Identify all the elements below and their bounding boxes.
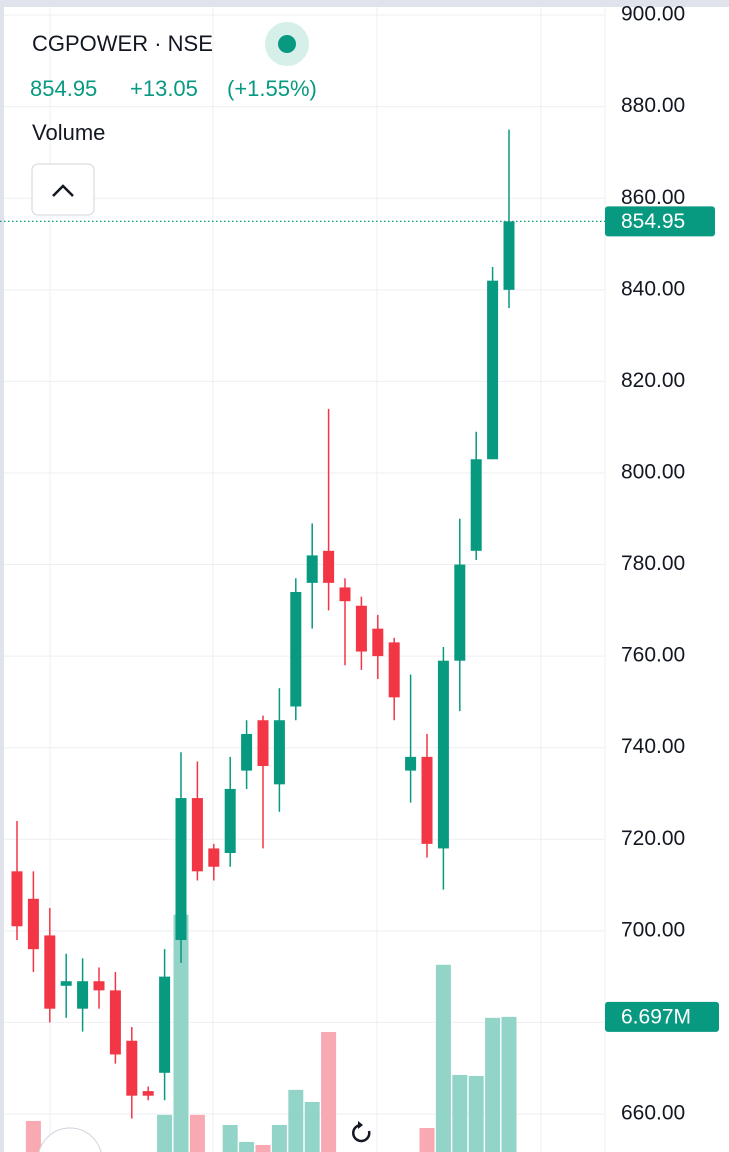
candle-layer	[11, 129, 515, 1119]
volume-bar	[189, 1114, 205, 1152]
candle-body	[421, 756, 433, 844]
volume-bar	[239, 1141, 255, 1152]
symbol-title: CGPOWER · NSE	[32, 31, 213, 56]
y-tick-label: 780.00	[621, 552, 685, 575]
candle-body	[77, 981, 89, 1009]
top-border	[0, 0, 729, 7]
volume-bar	[25, 1120, 41, 1152]
volume-value-label: 6.697M	[621, 1005, 691, 1028]
volume-bar	[271, 1124, 287, 1152]
candle-body	[208, 848, 220, 867]
y-tick-label: 900.00	[621, 3, 685, 26]
volume-bar	[321, 1031, 337, 1152]
candle-body	[11, 871, 23, 927]
nav-button[interactable]	[38, 1127, 102, 1152]
volume-bar	[501, 1016, 517, 1152]
candle-body	[27, 898, 39, 950]
price-axis: 900.00 880.00 860.00 840.00 820.00 800.00 780.…	[0, 3, 719, 1125]
candle-body	[60, 981, 72, 986]
volume-bar	[222, 1124, 238, 1152]
y-tick-label: 860.00	[621, 186, 685, 209]
status-dot	[278, 35, 296, 53]
left-border	[0, 0, 4, 1152]
collapse-button[interactable]	[31, 163, 95, 216]
volume-title: Volume	[32, 120, 105, 145]
header-change-percent: (+1.55%)	[227, 76, 317, 101]
candle-body	[388, 642, 400, 698]
candle-body	[503, 221, 515, 290]
y-tick-label: 800.00	[621, 461, 685, 484]
last-price-tag	[605, 206, 715, 237]
last-price-label: 854.95	[621, 210, 685, 233]
candle-body	[454, 564, 466, 661]
volume-bar	[288, 1089, 304, 1152]
volume-bar	[485, 1017, 501, 1152]
candle-body	[109, 990, 121, 1055]
candle-body	[224, 788, 236, 854]
candle-body	[405, 756, 417, 771]
candle-body	[257, 720, 269, 767]
candle-body	[191, 798, 203, 872]
candle-body	[159, 976, 171, 1073]
volume-bar	[419, 1127, 435, 1152]
volume-bar	[468, 1075, 484, 1152]
candle-body	[487, 280, 499, 460]
candle-body	[355, 605, 367, 652]
volume-tag	[605, 1001, 719, 1032]
header-price: 854.95	[30, 76, 97, 101]
candle-body	[273, 720, 285, 785]
candle-body	[44, 935, 56, 1009]
candle-body	[175, 798, 187, 941]
volume-bar	[173, 914, 189, 1152]
volume-bar	[435, 964, 451, 1152]
candle-body	[241, 733, 253, 771]
volume-bar	[157, 1114, 173, 1152]
collapse-icon	[52, 184, 74, 197]
volume-bar	[304, 1101, 320, 1152]
candle-body	[437, 660, 449, 849]
y-tick-label: 820.00	[621, 369, 685, 392]
reset-arrow	[358, 1121, 363, 1129]
candle-body	[290, 592, 302, 707]
y-tick-label: 880.00	[621, 94, 685, 117]
candle-body	[470, 459, 482, 551]
y-tick-label: 720.00	[621, 827, 685, 850]
reset-icon[interactable]	[352, 1123, 371, 1143]
candle-body	[93, 981, 105, 991]
candle-body	[126, 1040, 138, 1096]
y-tick-label: 740.00	[621, 735, 685, 758]
y-tick-label: 700.00	[621, 918, 685, 941]
volume-bar	[255, 1144, 271, 1152]
candle-body	[372, 628, 384, 657]
candle-body	[339, 587, 351, 602]
volume-bar	[452, 1074, 468, 1152]
candle-body	[306, 555, 318, 583]
y-tick-label: 840.00	[621, 277, 685, 300]
volume-layer	[25, 914, 517, 1152]
candle-body	[142, 1091, 154, 1096]
y-tick-label: 660.00	[621, 1102, 685, 1125]
y-tick-label: 760.00	[621, 644, 685, 667]
candle-body	[323, 550, 335, 583]
header-change: +13.05	[130, 76, 198, 101]
